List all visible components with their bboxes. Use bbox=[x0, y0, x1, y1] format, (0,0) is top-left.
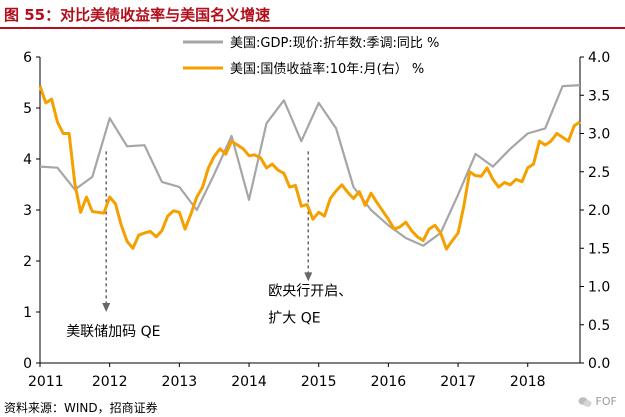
annotation-qe-fed: 美联储加码 QE bbox=[66, 324, 160, 340]
x-tick-label: 2016 bbox=[371, 374, 407, 390]
figure-title: 图 55：对比美债收益率与美国名义增速 bbox=[4, 6, 271, 24]
x-tick-label: 2017 bbox=[440, 374, 476, 390]
left-tick-label: 5 bbox=[23, 101, 32, 117]
legend: 美国:GDP:现价:折年数:季调:同比 % 美国:国债收益率:10年:月(右） … bbox=[183, 36, 439, 77]
right-tick-label: 2.5 bbox=[588, 165, 610, 181]
left-tick-label: 0 bbox=[23, 356, 32, 372]
left-y-ticks: 0 1 2 3 4 5 6 bbox=[23, 50, 40, 372]
source-note: 资料来源：WIND，招商证券 bbox=[4, 401, 158, 415]
title-underline bbox=[0, 27, 625, 29]
series-layer bbox=[38, 84, 581, 251]
annotation-arrow-head bbox=[102, 303, 111, 312]
left-tick-label: 4 bbox=[23, 152, 32, 168]
left-tick-label: 1 bbox=[23, 305, 32, 321]
right-tick-label: 4.0 bbox=[588, 50, 610, 66]
yield-series-line bbox=[38, 85, 581, 251]
watermark-text: FOF bbox=[595, 395, 617, 408]
right-tick-label: 1.5 bbox=[588, 241, 610, 257]
annotation-qe-ecb: 欧央行开启、 bbox=[268, 283, 352, 299]
legend-label-yield: 美国:国债收益率:10年:月(右） % bbox=[230, 61, 424, 77]
right-tick-label: 2.0 bbox=[588, 203, 610, 219]
x-tick-label: 2013 bbox=[162, 374, 198, 390]
gdp-series-line bbox=[39, 84, 581, 247]
legend-label-gdp: 美国:GDP:现价:折年数:季调:同比 % bbox=[230, 36, 439, 51]
wechat-icon bbox=[578, 397, 592, 407]
annotation-arrow-head bbox=[304, 272, 313, 282]
right-tick-label: 1.0 bbox=[588, 280, 610, 296]
x-tick-label: 2011 bbox=[28, 374, 64, 390]
right-tick-label: 3.5 bbox=[588, 88, 610, 104]
right-tick-label: 0.0 bbox=[588, 356, 610, 372]
x-tick-label: 2015 bbox=[301, 374, 337, 390]
figure-title-bar: 图 55：对比美债收益率与美国名义增速 bbox=[0, 0, 625, 29]
watermark: FOF bbox=[578, 395, 617, 408]
left-tick-label: 2 bbox=[23, 254, 32, 270]
right-y-ticks: 0.0 0.5 1.0 1.5 2.0 2.5 3.0 3.5 4.0 bbox=[580, 50, 610, 372]
x-tick-label: 2018 bbox=[510, 374, 546, 390]
x-tick-label: 2012 bbox=[92, 374, 128, 390]
right-tick-label: 0.5 bbox=[588, 318, 610, 334]
annotations: 美联储加码 QE 欧央行开启、扩大 QE bbox=[66, 151, 352, 340]
annotation-qe-ecb: 扩大 QE bbox=[268, 310, 320, 326]
x-ticks: 2011 2012 2013 2014 2015 2016 2017 2018 bbox=[28, 363, 546, 390]
left-tick-label: 3 bbox=[23, 203, 32, 219]
right-tick-label: 3.0 bbox=[588, 127, 610, 143]
x-tick-label: 2014 bbox=[231, 374, 267, 390]
left-tick-label: 6 bbox=[23, 50, 32, 66]
